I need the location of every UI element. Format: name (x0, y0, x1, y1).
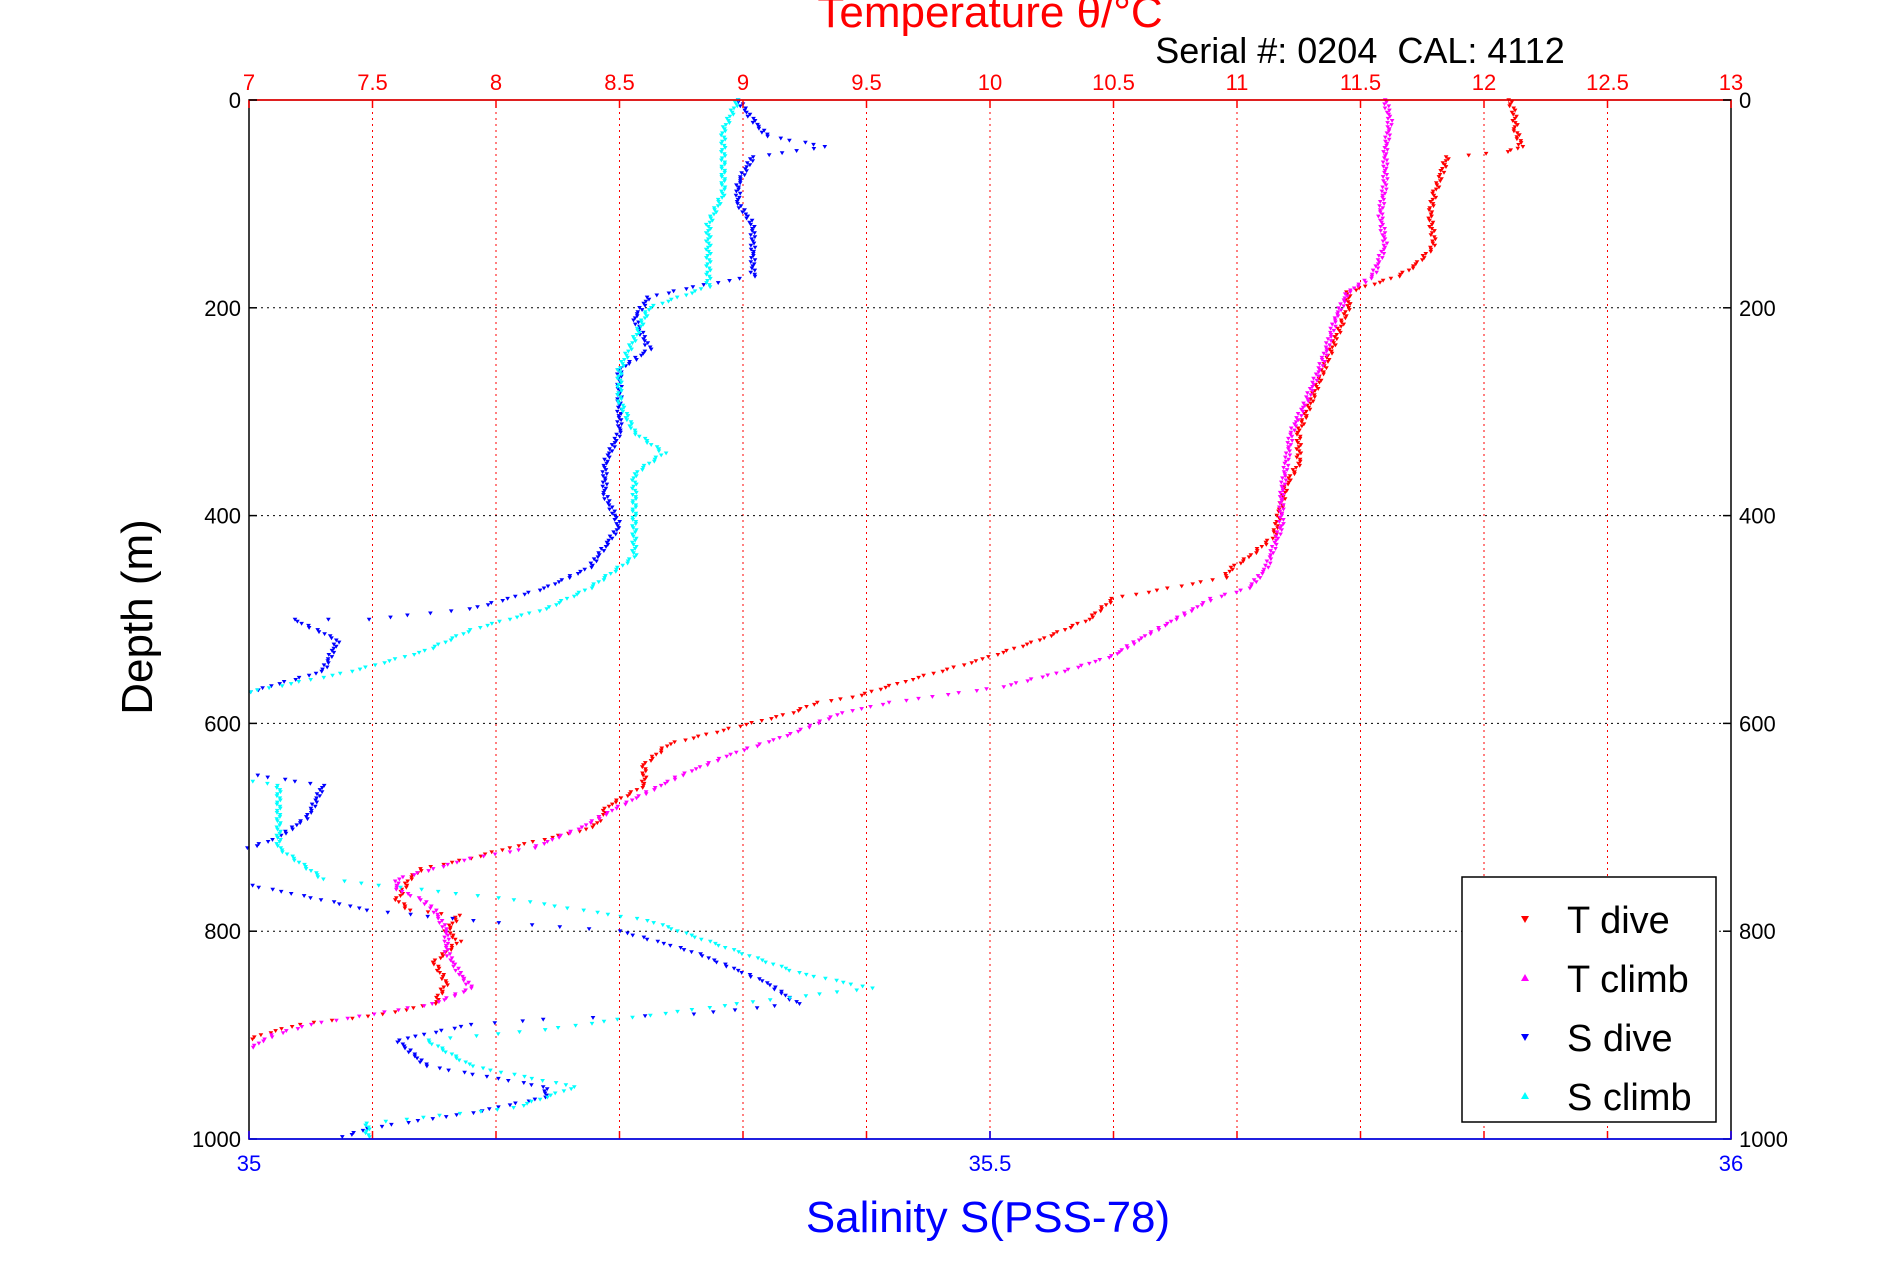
y-axis-label: Depth (m) (113, 519, 162, 715)
bottom-tick-label: 35 (237, 1151, 261, 1176)
y-tick-label-left: 200 (204, 296, 241, 321)
bottom-tick-label: 35.5 (969, 1151, 1012, 1176)
legend-marker-s-climb (1521, 1092, 1529, 1099)
legend: T dive T climb S dive S climb (1461, 876, 1717, 1123)
legend-marker-t-climb (1521, 974, 1529, 981)
top-tick-label: 11.5 (1340, 70, 1381, 95)
top-tick-label: 7 (243, 70, 255, 95)
y-tick-label-right: 1000 (1739, 1127, 1788, 1152)
legend-marker-t-dive (1521, 916, 1529, 923)
legend-box (1461, 876, 1717, 1123)
y-tick-label-left: 600 (204, 711, 241, 736)
y-tick-label-right: 200 (1739, 296, 1776, 321)
legend-label-s-dive: S dive (1567, 1018, 1673, 1060)
series-markers (250, 98, 1526, 1042)
y-tick-label-left: 800 (204, 919, 241, 944)
y-tick-label-left: 1000 (192, 1127, 241, 1152)
y-tick-label-right: 0 (1739, 88, 1751, 113)
bottom-tick-label: 36 (1719, 1151, 1743, 1176)
top-tick-label: 10 (978, 70, 1002, 95)
series-s-climb (248, 98, 875, 1140)
series-markers (250, 98, 1395, 1050)
chart-title: Temperature θ/°C (817, 0, 1162, 37)
legend-label-t-climb: T climb (1567, 959, 1689, 1001)
top-tick-label: 12.5 (1586, 70, 1629, 95)
y-tick-label-left: 400 (204, 504, 241, 529)
top-tick-label: 8.5 (604, 70, 635, 95)
x-axis-label-salinity: Salinity S(PSS-78) (806, 1193, 1170, 1242)
series-markers (248, 98, 875, 1140)
series-t-climb (250, 98, 1395, 1050)
top-tick-label: 10.5 (1092, 70, 1135, 95)
top-tick-label: 8 (490, 70, 502, 95)
series-s-dive (245, 98, 828, 1139)
top-tick-label: 13 (1719, 70, 1743, 95)
top-tick-label: 7.5 (357, 70, 388, 95)
top-tick-label: 9.5 (851, 70, 882, 95)
series-markers (245, 98, 828, 1139)
legend-marker-s-dive (1521, 1034, 1529, 1041)
top-tick-label: 12 (1472, 70, 1496, 95)
y-tick-label-left: 0 (229, 88, 241, 113)
y-tick-label-right: 600 (1739, 711, 1776, 736)
legend-label-s-climb: S climb (1567, 1077, 1692, 1119)
top-tick-label: 11 (1226, 70, 1249, 95)
chart-subtitle: Serial #: 0204 CAL: 4112 (1155, 30, 1565, 71)
series-layer (245, 98, 1526, 1140)
top-tick-label: 9 (737, 70, 749, 95)
series-t-dive (250, 98, 1526, 1042)
legend-label-t-dive: T dive (1567, 900, 1670, 942)
y-tick-label-right: 800 (1739, 919, 1776, 944)
y-tick-label-right: 400 (1739, 504, 1776, 529)
